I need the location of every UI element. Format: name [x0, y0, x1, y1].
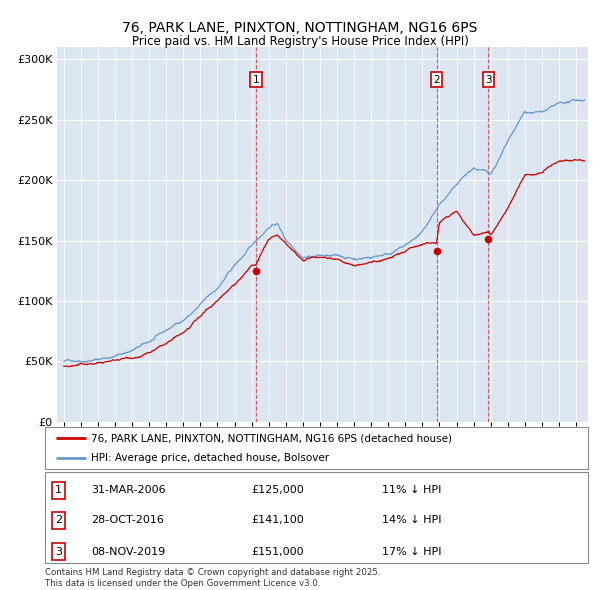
Text: Contains HM Land Registry data © Crown copyright and database right 2025.
This d: Contains HM Land Registry data © Crown c… — [45, 568, 380, 588]
Text: 3: 3 — [485, 75, 492, 85]
Text: Price paid vs. HM Land Registry's House Price Index (HPI): Price paid vs. HM Land Registry's House … — [131, 35, 469, 48]
Text: 2: 2 — [55, 516, 62, 526]
Text: 1: 1 — [253, 75, 259, 85]
Text: 76, PARK LANE, PINXTON, NOTTINGHAM, NG16 6PS: 76, PARK LANE, PINXTON, NOTTINGHAM, NG16… — [122, 21, 478, 35]
Text: 2: 2 — [433, 75, 440, 85]
Text: 28-OCT-2016: 28-OCT-2016 — [91, 516, 164, 526]
Text: 08-NOV-2019: 08-NOV-2019 — [91, 546, 166, 556]
Text: £141,100: £141,100 — [251, 516, 304, 526]
Text: HPI: Average price, detached house, Bolsover: HPI: Average price, detached house, Bols… — [91, 454, 329, 463]
Text: £125,000: £125,000 — [251, 486, 304, 495]
Text: 3: 3 — [55, 546, 62, 556]
Text: 31-MAR-2006: 31-MAR-2006 — [91, 486, 166, 495]
Text: 76, PARK LANE, PINXTON, NOTTINGHAM, NG16 6PS (detached house): 76, PARK LANE, PINXTON, NOTTINGHAM, NG16… — [91, 434, 452, 444]
Text: 17% ↓ HPI: 17% ↓ HPI — [382, 546, 441, 556]
Text: 11% ↓ HPI: 11% ↓ HPI — [382, 486, 441, 495]
Text: 14% ↓ HPI: 14% ↓ HPI — [382, 516, 441, 526]
Text: 1: 1 — [55, 486, 62, 495]
Text: £151,000: £151,000 — [251, 546, 304, 556]
